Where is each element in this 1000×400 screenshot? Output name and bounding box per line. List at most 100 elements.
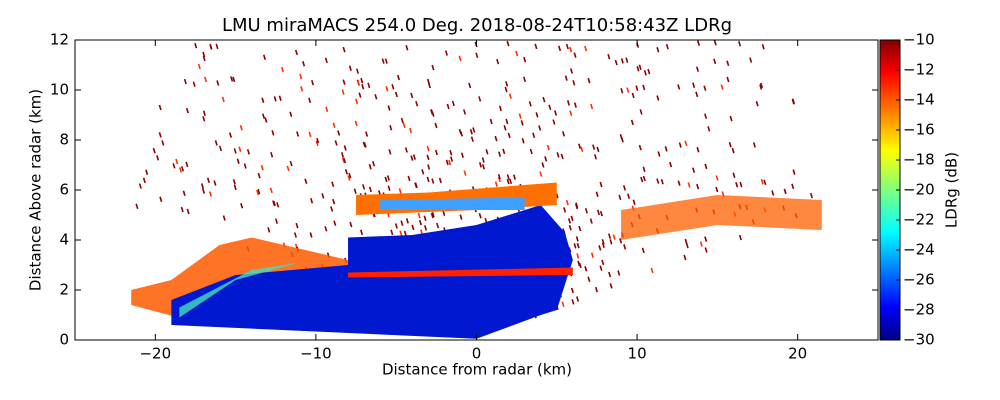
echo-speck [386, 175, 390, 181]
echo-speck [289, 111, 293, 118]
echo-speck [599, 181, 603, 188]
echo-speck [783, 188, 787, 195]
y-tick-label: 6 [59, 181, 69, 199]
echo-speck [749, 57, 753, 63]
echo-speck [409, 127, 413, 134]
echo-speck [469, 129, 473, 135]
radar-image [131, 40, 822, 339]
echo-speck [347, 175, 351, 181]
x-tick-label: 10 [628, 345, 647, 363]
colorbar-label: LDRg (dB) [943, 152, 961, 228]
echo-speck [587, 276, 591, 282]
echo-speck [269, 187, 273, 194]
echo-speck [647, 68, 651, 75]
echo-speck [445, 159, 449, 166]
echo-speck [496, 58, 500, 65]
echo-speck [267, 227, 271, 233]
echo-speck [620, 88, 624, 94]
echo-speck [387, 105, 391, 111]
echo-speck [276, 202, 280, 208]
echo-speck [554, 110, 558, 116]
echo-speck [232, 76, 236, 83]
echo-speck [475, 52, 479, 59]
echo-speck [494, 181, 498, 187]
echo-speck [192, 81, 196, 87]
echo-speck [573, 102, 577, 108]
echo-speck [497, 173, 501, 180]
echo-speck [463, 170, 467, 176]
colorbar-tick-label: −30 [903, 331, 935, 349]
echo-speck [426, 78, 430, 85]
echo-speck [243, 163, 247, 169]
echo-speck [575, 203, 579, 210]
echo-speck [573, 52, 577, 58]
echo-speck [451, 100, 455, 107]
echo-speck [391, 84, 395, 90]
echo-speck [561, 301, 565, 307]
y-tick-label: 10 [50, 81, 69, 99]
echo-speck [260, 164, 264, 171]
echo-speck [643, 70, 647, 76]
echo-speck [771, 190, 775, 196]
x-axis-label: Distance from radar (km) [382, 361, 572, 379]
echo-speck [294, 49, 298, 56]
echo-speck [678, 142, 682, 148]
echo-speck [699, 241, 703, 247]
echo-speck [361, 83, 365, 90]
echo-speck [572, 80, 576, 86]
echo-speck [186, 208, 190, 215]
echo-speck [175, 158, 179, 165]
echo-speck [601, 239, 605, 245]
x-tick-label: −20 [139, 345, 171, 363]
echo-speck [325, 106, 329, 113]
echo-speck [481, 157, 485, 163]
echo-speck [563, 207, 567, 213]
echo-speck [215, 43, 219, 50]
echo-speck [470, 136, 474, 142]
echo-speck [324, 57, 328, 64]
echo-speck [518, 113, 522, 119]
echo-speck [521, 138, 525, 144]
echo-speck [442, 210, 446, 216]
echo-speck [656, 178, 660, 184]
echo-speck [595, 191, 599, 197]
echo-speck [135, 203, 139, 210]
echo-speck [337, 130, 341, 136]
echo-speck [656, 95, 660, 101]
echo-speck [158, 104, 162, 111]
echo-speck [687, 182, 691, 188]
echo-speck [185, 161, 189, 168]
echo-speck [264, 117, 268, 123]
echo-speck [485, 149, 489, 155]
echo-speck [399, 230, 403, 237]
echo-speck [431, 211, 435, 218]
echo-speck [617, 270, 621, 276]
echo-speck [278, 95, 282, 102]
echo-speck [589, 218, 593, 224]
echo-speck [434, 149, 439, 156]
echo-speck [523, 76, 527, 83]
echo-speck [341, 157, 345, 163]
echo-speck [509, 178, 513, 185]
echo-speck [760, 178, 764, 185]
echo-speck [405, 218, 409, 224]
echo-speck [481, 164, 486, 170]
echo-speck [214, 140, 218, 146]
echo-speck [755, 100, 759, 107]
echo-speck [478, 212, 482, 219]
echo-speck [293, 232, 297, 238]
echo-speck [400, 117, 404, 124]
echo-speck [532, 132, 536, 139]
echo-speck [331, 181, 335, 187]
colorbar-tick-label: −10 [903, 31, 935, 49]
echo-speck [612, 234, 616, 240]
echo-speck [636, 66, 640, 72]
echo-speck [542, 96, 546, 103]
echo-speck [274, 218, 279, 224]
echo-speck [567, 218, 571, 224]
echo-speck [738, 41, 742, 47]
echo-speck [444, 50, 448, 56]
echo-speck [599, 265, 603, 271]
echo-speck [180, 166, 185, 172]
echo-speck [389, 125, 393, 131]
